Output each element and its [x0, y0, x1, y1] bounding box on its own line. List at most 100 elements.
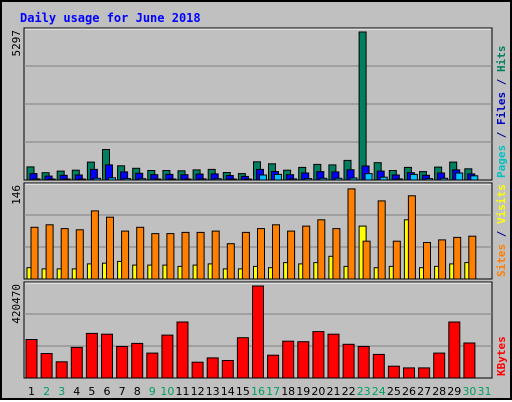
bar-visits-sites-day-23: [362, 240, 371, 280]
bar-kbytes-kbytes-day-17: [267, 354, 280, 379]
bar-hits-pages-day-20: [319, 177, 328, 181]
bar-kbytes-kbytes-day-24: [372, 353, 385, 379]
bar-hits-pages-day-16: [259, 174, 267, 181]
x-tick-label-day-16: 16: [251, 385, 265, 398]
x-tick-label-day-27: 27: [417, 385, 431, 398]
bar-hits-pages-day-22: [349, 177, 358, 181]
panel-kbytes-legend: KBytes: [495, 336, 508, 376]
x-tick-label-day-12: 12: [191, 385, 205, 398]
bar-visits-sites-day-29: [453, 236, 462, 280]
bar-kbytes-kbytes-day-20: [312, 331, 325, 379]
bar-visits-sites-day-9: [151, 233, 160, 280]
bar-kbytes-kbytes-day-14: [221, 360, 234, 379]
bar-visits-sites-day-25: [392, 240, 401, 280]
bar-kbytes-kbytes-day-13: [206, 357, 219, 379]
chart-title: Daily usage for June 2018: [20, 11, 201, 25]
bar-visits-sites-day-13: [211, 230, 220, 280]
x-tick-label-day-24: 24: [372, 385, 386, 398]
bar-kbytes-kbytes-day-18: [282, 340, 295, 379]
bar-visits-sites-day-12: [196, 231, 205, 280]
bar-kbytes-kbytes-day-4: [70, 346, 83, 379]
bar-kbytes-kbytes-day-19: [297, 341, 310, 379]
bar-visits-sites-day-26: [407, 195, 416, 280]
bar-kbytes-kbytes-day-28: [433, 352, 446, 379]
bar-kbytes-kbytes-day-5: [85, 332, 98, 379]
bar-hits-pages-day-8: [138, 178, 147, 181]
bar-kbytes-kbytes-day-27: [418, 367, 431, 379]
bar-hits-pages-day-9: [153, 178, 162, 181]
panel-hits-max-label: 5297: [10, 30, 23, 57]
x-tick-label-day-13: 13: [206, 385, 220, 398]
bar-kbytes-kbytes-day-15: [236, 337, 249, 379]
x-tick-label-day-28: 28: [432, 385, 446, 398]
bar-hits-pages-day-11: [183, 178, 192, 181]
bar-hits-pages-day-30: [470, 175, 479, 181]
bar-visits-sites-day-4: [75, 229, 84, 280]
bar-hits-pages-day-24: [379, 176, 388, 181]
x-tick-label-day-4: 4: [73, 385, 80, 398]
panel-visits-max-label: 146: [10, 185, 23, 205]
bar-visits-sites-day-28: [438, 239, 447, 280]
bar-visits-sites-day-5: [90, 210, 99, 280]
x-tick-label-day-21: 21: [327, 385, 341, 398]
x-tick-label-day-20: 20: [311, 385, 325, 398]
bar-kbytes-kbytes-day-30: [463, 342, 476, 379]
bar-kbytes-kbytes-day-9: [146, 352, 159, 379]
x-tick-label-day-5: 5: [88, 385, 95, 398]
bar-hits-pages-day-3: [62, 178, 71, 181]
bar-visits-sites-day-15: [241, 231, 250, 280]
bar-kbytes-kbytes-day-1: [25, 339, 38, 379]
bar-kbytes-kbytes-day-16: [252, 285, 264, 379]
bar-visits-sites-day-16: [257, 228, 265, 280]
bar-hits-pages-day-19: [304, 178, 313, 181]
x-tick-label-day-15: 15: [236, 385, 250, 398]
x-tick-label-day-19: 19: [296, 385, 310, 398]
bar-visits-sites-day-17: [272, 224, 280, 280]
bar-kbytes-kbytes-day-29: [448, 321, 461, 379]
bar-visits-sites-day-24: [377, 200, 386, 280]
legend-label: Hits: [495, 46, 508, 73]
x-tick-label-day-26: 26: [402, 385, 416, 398]
bar-hits-pages-day-15: [243, 178, 252, 181]
legend-label: /: [495, 224, 508, 244]
bar-hits-pages-day-25: [394, 178, 403, 181]
bar-hits-pages-day-27: [425, 178, 433, 181]
bar-visits-sites-day-19: [302, 225, 311, 280]
bar-hits-pages-day-12: [198, 178, 207, 181]
x-tick-label-day-3: 3: [58, 385, 65, 398]
bar-hits-pages-day-17: [274, 173, 282, 181]
bar-kbytes-kbytes-day-22: [342, 343, 355, 379]
bar-hits-pages-day-18: [289, 178, 298, 181]
x-tick-label-day-8: 8: [134, 385, 141, 398]
bar-kbytes-kbytes-day-10: [161, 334, 174, 379]
x-tick-label-day-9: 9: [149, 385, 156, 398]
legend-label: Sites: [495, 244, 508, 277]
bar-kbytes-kbytes-day-2: [40, 353, 53, 379]
bar-visits-sites-day-1: [30, 226, 39, 280]
bar-hits-pages-day-2: [47, 178, 56, 181]
bar-hits-pages-day-7: [123, 178, 132, 181]
x-tick-label-day-14: 14: [221, 385, 235, 398]
bar-hits-pages-day-26: [409, 173, 418, 181]
bar-hits-pages-day-6: [108, 177, 116, 181]
bar-hits-pages-day-1: [32, 178, 41, 181]
bar-visits-sites-day-27: [423, 242, 431, 280]
bar-hits-pages-day-23: [364, 173, 373, 181]
bar-hits-pages-day-14: [228, 178, 237, 181]
x-tick-label-day-10: 10: [160, 385, 174, 398]
x-tick-label-day-7: 7: [119, 385, 126, 398]
panel-hits-legend: Pages / Files / Hits: [495, 46, 508, 179]
x-tick-label-day-31: 31: [478, 385, 492, 398]
bar-visits-sites-day-21: [332, 228, 341, 280]
x-tick-label-day-11: 11: [176, 385, 190, 398]
bar-visits-sites-day-14: [226, 243, 235, 280]
legend-label: Visits: [495, 184, 508, 224]
bar-kbytes-kbytes-day-8: [131, 342, 144, 379]
bar-visits-sites-day-3: [60, 228, 69, 280]
bar-hits-hits-day-23: [358, 31, 367, 181]
legend-label: /: [495, 125, 508, 145]
bar-kbytes-kbytes-day-6: [101, 333, 113, 379]
x-tick-label-day-18: 18: [281, 385, 295, 398]
